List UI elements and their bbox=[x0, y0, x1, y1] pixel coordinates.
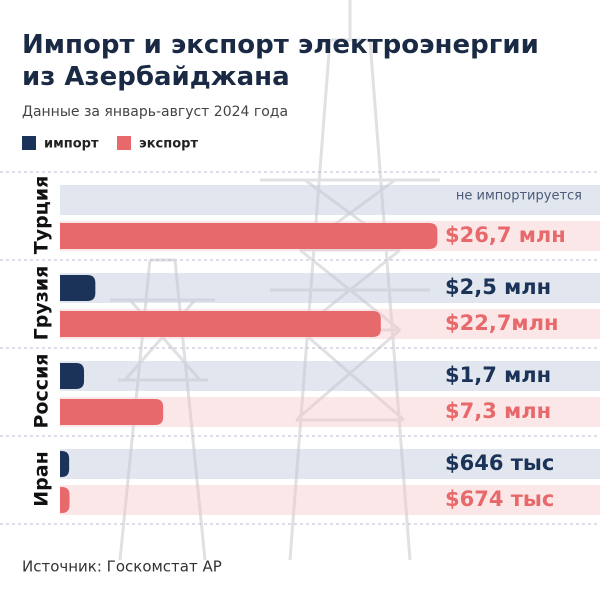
bar bbox=[60, 223, 438, 249]
value-label: $26,7 млн bbox=[445, 223, 566, 247]
category-column bbox=[0, 260, 60, 346]
legend-swatch bbox=[117, 136, 131, 150]
row-background bbox=[60, 185, 600, 215]
row-background bbox=[60, 273, 600, 303]
category-label: Россия bbox=[31, 353, 53, 428]
bar bbox=[60, 311, 381, 337]
value-label: $2,5 млн bbox=[445, 275, 551, 299]
category-label: Иран bbox=[31, 451, 53, 506]
bar bbox=[60, 275, 96, 301]
chart-subtitle: Данные за январь-август 2024 года bbox=[22, 104, 288, 120]
legend-label: импорт bbox=[44, 137, 99, 152]
value-label: $7,3 млн bbox=[445, 399, 551, 423]
category-column bbox=[0, 172, 60, 258]
value-label: $646 тыс bbox=[445, 451, 554, 475]
value-label: $674 тыс bbox=[445, 487, 554, 511]
value-label: не импортируется bbox=[456, 189, 582, 204]
bar bbox=[60, 487, 70, 513]
legend-swatch bbox=[22, 136, 36, 150]
category-column bbox=[0, 348, 60, 434]
value-label: $1,7 млн bbox=[445, 363, 551, 387]
category-label: Грузия bbox=[31, 266, 53, 341]
chart-title: Импорт и экспорт электроэнергии из Азерба… bbox=[22, 30, 539, 92]
source: Источник: Госкомстат АР bbox=[22, 558, 222, 576]
bar bbox=[60, 451, 70, 477]
legend-label: экспорт bbox=[139, 137, 198, 152]
row-background bbox=[60, 361, 600, 391]
value-label: $22,7млн bbox=[445, 311, 558, 335]
category-label: Турция bbox=[31, 176, 53, 255]
bar bbox=[60, 399, 164, 425]
category-column bbox=[0, 436, 60, 522]
row-background bbox=[60, 485, 600, 515]
bar bbox=[60, 363, 85, 389]
row-background bbox=[60, 449, 600, 479]
